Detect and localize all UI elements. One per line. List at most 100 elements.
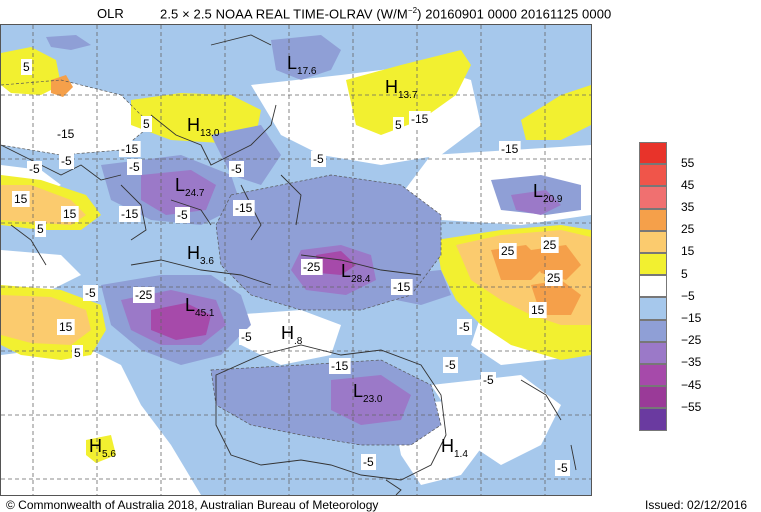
legend-swatch bbox=[639, 253, 667, 276]
negative-deep-regions bbox=[151, 251, 356, 340]
contour-label-bg bbox=[393, 117, 404, 133]
contour-label: -5 bbox=[445, 358, 456, 372]
contour-label-bg bbox=[61, 206, 79, 222]
map-title: OLR 2.5 × 2.5 NOAA REAL TIME-OLRAV (W/M−… bbox=[0, 0, 761, 24]
extremum-marker: L23.0 bbox=[353, 381, 383, 405]
legend-value: 55 bbox=[681, 156, 695, 170]
legend-swatch bbox=[639, 341, 667, 364]
contour-labels: -15 -5 5 -5 5 15 15 5 -15 -5 -15 -5 -15 … bbox=[12, 59, 570, 476]
legend-swatch bbox=[639, 230, 667, 253]
contour-label-bg bbox=[141, 116, 152, 132]
legend-swatch bbox=[639, 386, 667, 409]
contour-label-bg bbox=[59, 153, 74, 169]
contour-label-bg bbox=[481, 372, 496, 388]
contour-label: 25 bbox=[547, 271, 561, 285]
contour-label-bg bbox=[499, 243, 517, 259]
legend-value: 45 bbox=[681, 178, 695, 192]
contour-label: -5 bbox=[85, 286, 96, 300]
contour-label-bg bbox=[541, 237, 559, 253]
legend-swatch bbox=[639, 164, 667, 187]
legend-value: 15 bbox=[681, 244, 695, 258]
contour-label: 5 bbox=[395, 118, 402, 132]
contour-label: 5 bbox=[37, 222, 44, 236]
contour-label: -5 bbox=[231, 162, 242, 176]
contour-label-bg bbox=[409, 111, 431, 127]
map-canvas: -15 -5 5 -5 5 15 15 5 -15 -5 -15 -5 -15 … bbox=[1, 25, 591, 495]
copyright-notice: © Commonwealth of Australia 2018, Austra… bbox=[6, 498, 379, 512]
contour-label: -5 bbox=[177, 208, 188, 222]
contour-label: 15 bbox=[63, 207, 77, 221]
contour-label-bg bbox=[35, 221, 46, 237]
contour-label-bg bbox=[27, 161, 42, 177]
contour-label-bg bbox=[133, 287, 155, 303]
extrema: L17.6 H13.7 H13.0 L24.7 L20.9 H3.6 L28.4… bbox=[89, 53, 563, 460]
extremum-marker: H5.6 bbox=[89, 436, 116, 460]
contour-label: 15 bbox=[14, 192, 28, 206]
legend-swatch bbox=[639, 408, 667, 431]
contour-label-bg bbox=[329, 358, 351, 374]
contour-label: 15 bbox=[531, 303, 545, 317]
title-description: 2.5 × 2.5 NOAA REAL TIME-OLRAV (W/M−2) 2… bbox=[160, 6, 611, 21]
contour-label: -15 bbox=[235, 201, 253, 215]
contour-label: -15 bbox=[331, 359, 349, 373]
contour-label: -5 bbox=[129, 160, 140, 174]
legend-swatch bbox=[639, 208, 667, 231]
title-variable: OLR bbox=[97, 6, 124, 21]
legend-value: 5 bbox=[681, 267, 688, 281]
legend-value: −25 bbox=[681, 333, 702, 347]
legend-value: −35 bbox=[681, 355, 702, 369]
legend-value: 25 bbox=[681, 222, 695, 236]
legend-swatch bbox=[639, 364, 667, 387]
coastlines bbox=[1, 34, 577, 495]
contour-label-bg bbox=[443, 357, 458, 373]
extremum-marker: H3.6 bbox=[187, 243, 214, 267]
contour-label: -5 bbox=[363, 455, 374, 469]
contour-label-bg bbox=[311, 151, 326, 167]
legend-swatch bbox=[639, 186, 667, 209]
contour-label-bg bbox=[119, 206, 141, 222]
contour-label-bg bbox=[83, 285, 98, 301]
contour-label: 5 bbox=[23, 60, 30, 74]
extremum-marker: H13.0 bbox=[187, 115, 220, 139]
legend-swatch bbox=[639, 275, 667, 298]
legend-value: −5 bbox=[681, 289, 695, 303]
contour-label-bg bbox=[239, 329, 254, 345]
olr-anomaly-map: -15 -5 5 -5 5 15 15 5 -15 -5 -15 -5 -15 … bbox=[0, 24, 592, 496]
contour-label: -5 bbox=[557, 461, 568, 475]
contour-label: 5 bbox=[143, 117, 150, 131]
contour-label-bg bbox=[499, 141, 521, 157]
extremum-marker: L20.9 bbox=[533, 181, 563, 205]
contour-label-bg bbox=[12, 191, 30, 207]
title-desc-sup: −2 bbox=[407, 6, 418, 15]
contour-label-bg bbox=[21, 59, 32, 75]
contour-label: -5 bbox=[313, 152, 324, 166]
title-desc-main: 2.5 × 2.5 NOAA REAL TIME-OLRAV (W/M bbox=[160, 6, 408, 22]
contour-label: 25 bbox=[543, 238, 557, 252]
contour-label-bg bbox=[229, 161, 244, 177]
contour-label: -15 bbox=[411, 112, 429, 126]
contour-label: -25 bbox=[135, 288, 153, 302]
color-legend: 55 45 35 25 15 5 −5 −15 −25 −35 −45 −55 bbox=[639, 142, 739, 458]
contour-label: -15 bbox=[57, 127, 75, 141]
contour-label-bg bbox=[119, 141, 141, 157]
contour-label: 25 bbox=[501, 244, 515, 258]
contour-label-bg bbox=[233, 200, 255, 216]
contour-label: -5 bbox=[61, 154, 72, 168]
contour-label-bg bbox=[127, 159, 142, 175]
legend-swatch bbox=[639, 142, 667, 165]
contour-label-bg bbox=[391, 279, 413, 295]
contour-label-bg bbox=[555, 460, 570, 476]
contour-label: 15 bbox=[59, 320, 73, 334]
contour-label: -25 bbox=[303, 260, 321, 274]
contour-label: 5 bbox=[74, 346, 81, 360]
contour-label: -15 bbox=[121, 142, 139, 156]
extremum-marker: H1.4 bbox=[441, 436, 468, 460]
contour-label-bg bbox=[301, 259, 323, 275]
contour-label-bg bbox=[457, 319, 472, 335]
contour-label-bg bbox=[57, 319, 75, 335]
extremum-marker: L28.4 bbox=[341, 261, 371, 285]
issued-date: Issued: 02/12/2016 bbox=[645, 498, 748, 512]
graticule bbox=[1, 25, 591, 495]
legend-value: −45 bbox=[681, 378, 702, 392]
contour-label: -5 bbox=[29, 162, 40, 176]
